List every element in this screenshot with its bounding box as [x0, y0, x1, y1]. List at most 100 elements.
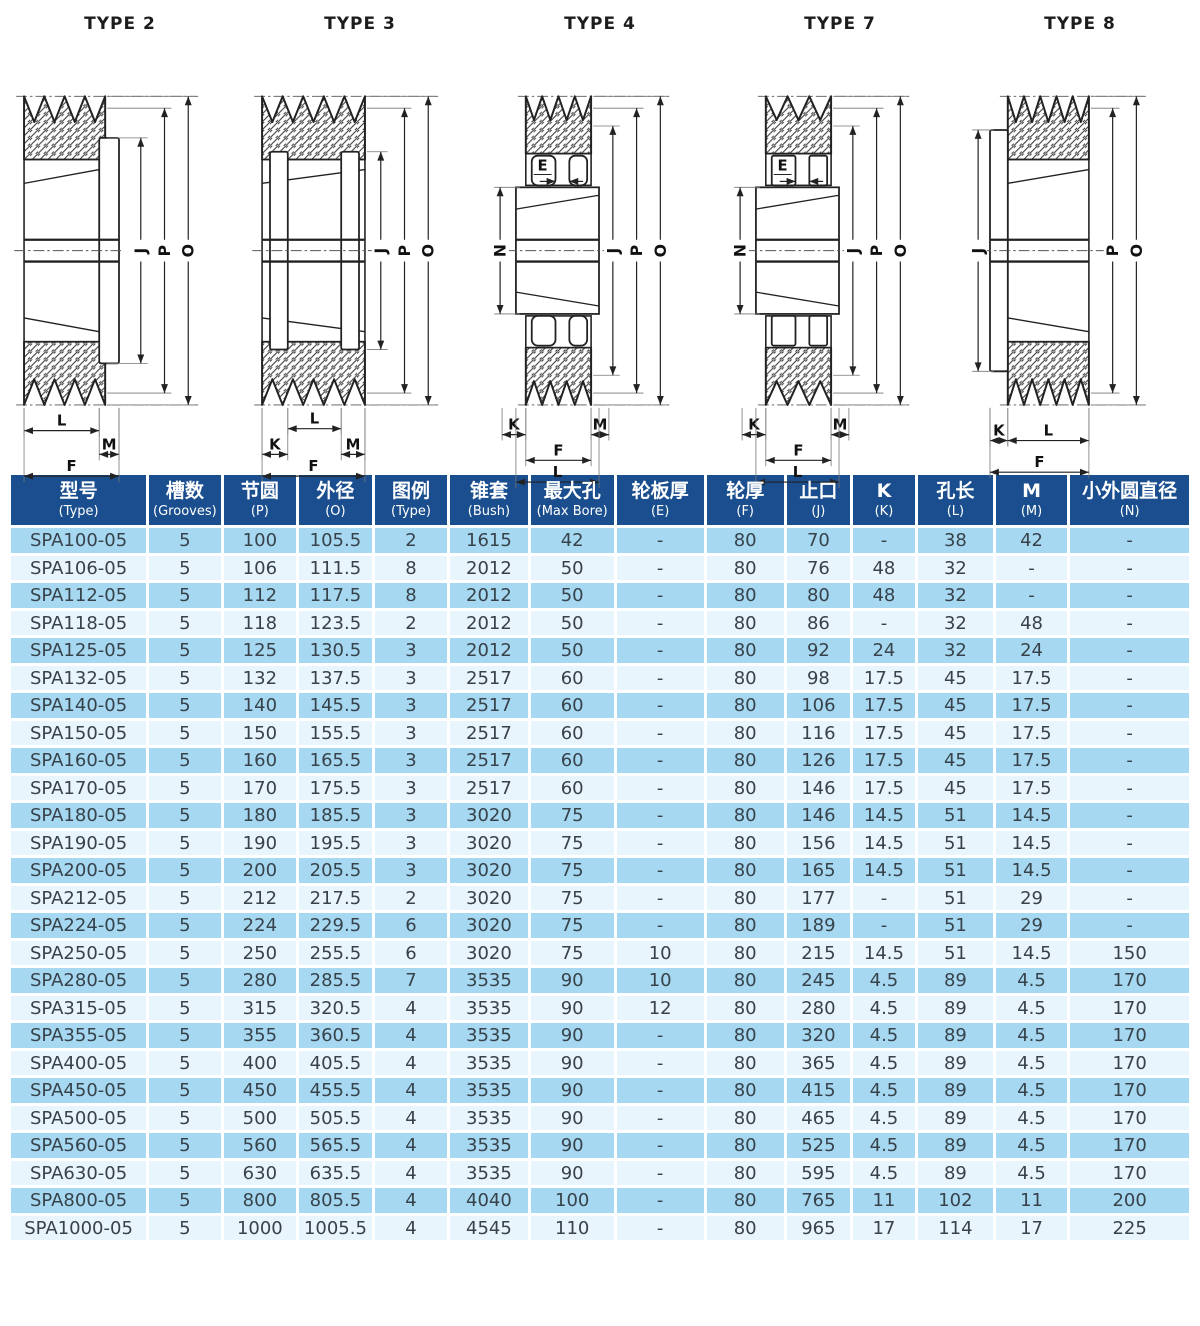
table-cell: 89	[914, 1047, 996, 1079]
svg-text:F: F	[1034, 454, 1044, 471]
model-cell: SPA315-05	[7, 992, 150, 1024]
table-cell: 80	[703, 1047, 787, 1079]
table-cell: 5	[146, 772, 224, 804]
table-cell: 5	[146, 690, 224, 721]
table-cell: 7	[371, 965, 451, 996]
table-cell: 90	[527, 1157, 617, 1189]
table-cell: -	[613, 1185, 707, 1216]
svg-text:P: P	[1103, 245, 1122, 257]
table-cell: 320.5	[296, 992, 375, 1024]
header-row: 型号 (Type) 槽数 (Grooves) 节圆 (P) 外径 (O) 图例 (Type) 锥套(…	[7, 471, 1192, 529]
table-cell: -	[1067, 580, 1192, 611]
svg-text:M: M	[102, 436, 117, 453]
svg-text:E: E	[778, 158, 788, 175]
column-header-sub: (K)	[874, 503, 894, 519]
table-cell: -	[849, 525, 918, 556]
table-cell: 360.5	[296, 1020, 375, 1051]
table-cell: 4.5	[992, 1047, 1071, 1079]
table-cell: 170	[1067, 1130, 1192, 1161]
table-cell: 10	[613, 965, 707, 996]
table-cell: 42	[992, 525, 1071, 556]
table-cell: 45	[914, 717, 996, 749]
table-row: SPA100-05 5 100 105.5 2 1615 42-80 70-38 42-	[7, 525, 1192, 556]
table-cell: 3	[371, 717, 451, 749]
column-header-sub: (E)	[650, 503, 670, 519]
table-cell: 3020	[447, 855, 531, 886]
table-cell: 80	[703, 1185, 787, 1216]
svg-text:P: P	[627, 245, 646, 257]
table-cell: -	[613, 690, 707, 721]
table-cell: 5	[146, 937, 224, 969]
table-cell: 4.5	[849, 1157, 918, 1189]
table-cell: 5	[146, 827, 224, 859]
table-cell: 4	[371, 1130, 451, 1161]
table-cell: 86	[783, 607, 853, 639]
table-cell: -	[613, 1047, 707, 1079]
table-cell: 2517	[447, 662, 531, 694]
table-cell: 170	[1067, 1047, 1192, 1079]
table-cell: 14.5	[849, 800, 918, 831]
table-cell: 60	[527, 717, 617, 749]
column-header: K (K)	[849, 471, 918, 529]
column-header: 槽数 (Grooves)	[146, 471, 224, 529]
table-cell: 137.5	[296, 662, 375, 694]
table-cell: 110	[527, 1212, 617, 1244]
table-cell: 89	[914, 992, 996, 1024]
table-cell: 75	[527, 937, 617, 969]
table-cell: 12	[613, 992, 707, 1024]
table-cell: 3	[371, 800, 451, 831]
table-cell: 320	[783, 1020, 853, 1051]
model-cell: SPA560-05	[7, 1130, 150, 1161]
table-cell: 224	[220, 910, 300, 941]
table-cell: 630	[220, 1157, 300, 1189]
table-cell: -	[613, 1130, 707, 1161]
column-header-cn: 轮厚	[726, 480, 765, 502]
table-cell: 89	[914, 1157, 996, 1189]
table-cell: 80	[703, 717, 787, 749]
table-cell: 4545	[447, 1212, 531, 1244]
table-cell: 51	[914, 937, 996, 969]
column-header: 孔长 (L)	[914, 471, 996, 529]
table-row: SPA200-05 5 200 205.5 3 3020 75-80 165 14.5 51 14.…	[7, 855, 1192, 886]
table-cell: 17.5	[849, 717, 918, 749]
svg-text:N: N	[731, 244, 750, 257]
table-row: SPA450-05 5 450 455.5 4 3535 90-80 415 4.5 89 4.5 1…	[7, 1075, 1192, 1106]
svg-text:O: O	[891, 244, 910, 257]
table-cell: 245	[783, 965, 853, 996]
column-header-cn: 槽数	[165, 480, 204, 502]
table-row: SPA125-05 5 125 130.5 3 2012 50-80 92 24 32 24-	[7, 635, 1192, 666]
table-cell: 5	[146, 662, 224, 694]
column-header-cn: 轮板厚	[631, 480, 689, 502]
table-cell: 45	[914, 662, 996, 694]
column-header: 锥套 (Bush)	[447, 471, 531, 529]
table-cell: 170	[1067, 992, 1192, 1024]
table-cell: 965	[783, 1212, 853, 1244]
table-cell: 415	[783, 1075, 853, 1106]
table-cell: 5	[146, 1020, 224, 1051]
table-cell: 5	[146, 965, 224, 996]
table-cell: 4	[371, 1102, 451, 1134]
table-cell: 765	[783, 1185, 853, 1216]
table-cell: 5	[146, 1157, 224, 1189]
table-cell: 4.5	[992, 1157, 1071, 1189]
svg-text:E: E	[538, 158, 548, 175]
column-header-sub: (P)	[250, 503, 269, 519]
table-cell: 200	[220, 855, 300, 886]
table-cell: 38	[914, 525, 996, 556]
table-cell: 14.5	[992, 855, 1071, 886]
table-cell: 132	[220, 662, 300, 694]
table-cell: 3535	[447, 1102, 531, 1134]
svg-text:N: N	[491, 244, 510, 257]
table-cell: 106	[783, 690, 853, 721]
svg-text:J: J	[969, 248, 988, 255]
table-cell: 60	[527, 690, 617, 721]
table-cell: 4.5	[992, 1102, 1071, 1134]
table-cell: 3	[371, 745, 451, 776]
table-cell: 170	[1067, 1020, 1192, 1051]
svg-text:M: M	[593, 417, 608, 434]
table-cell: 177	[783, 882, 853, 914]
table-cell: 24	[849, 635, 918, 666]
column-header-cn: 小外圆直径	[1082, 480, 1178, 502]
table-cell: 2517	[447, 717, 531, 749]
table-cell: 48	[849, 580, 918, 611]
